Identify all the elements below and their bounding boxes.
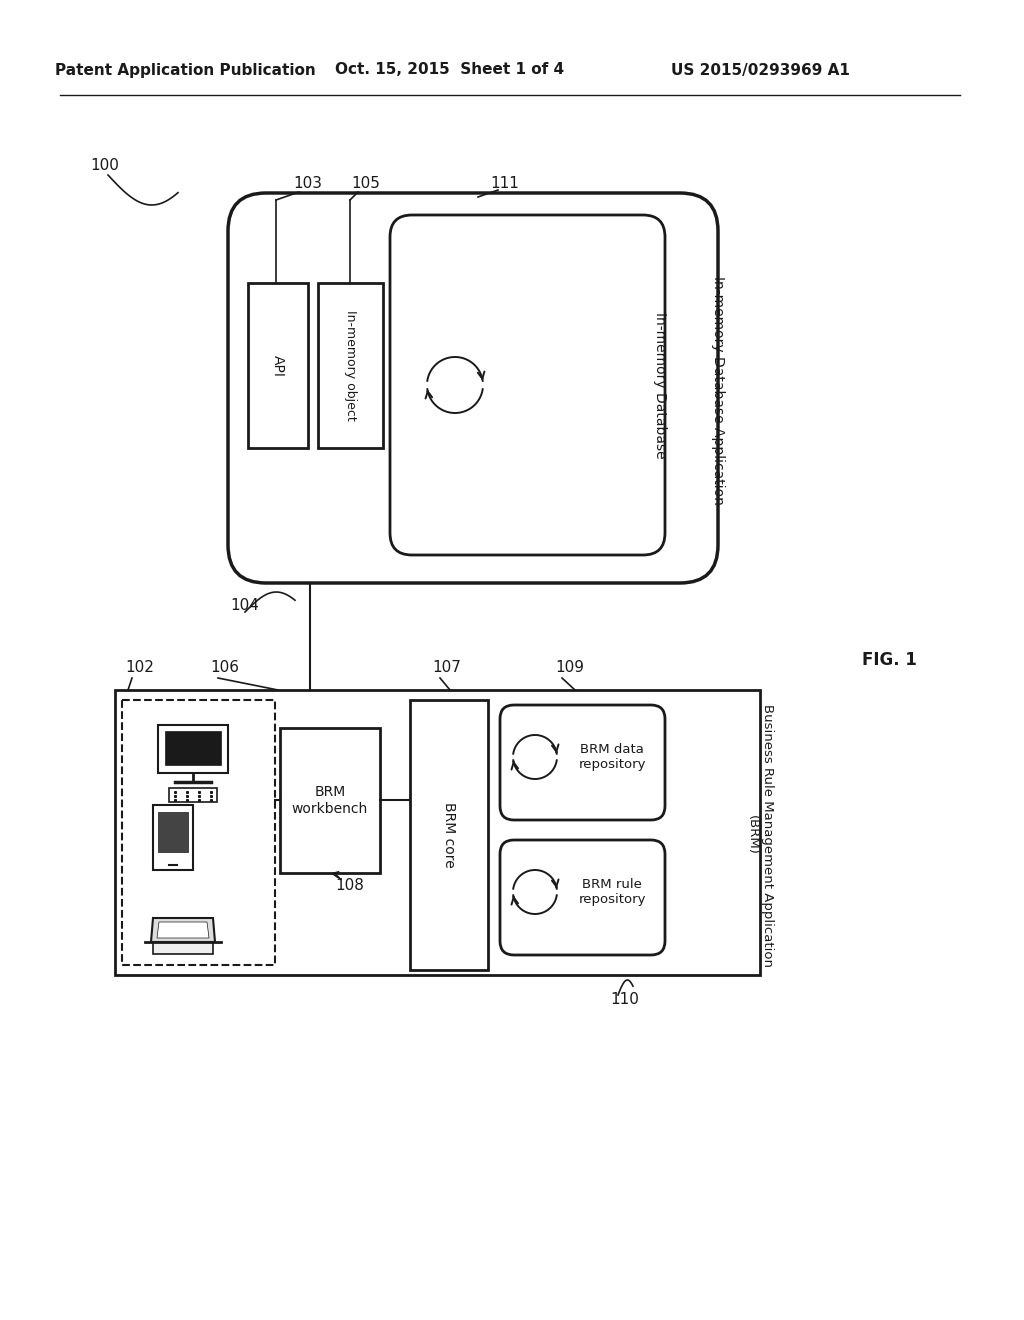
FancyBboxPatch shape xyxy=(500,705,665,820)
Text: Oct. 15, 2015  Sheet 1 of 4: Oct. 15, 2015 Sheet 1 of 4 xyxy=(336,62,564,78)
Text: In-memory object: In-memory object xyxy=(344,310,357,421)
Bar xyxy=(158,725,228,774)
Text: Business Rule Management Application
(BRM): Business Rule Management Application (BR… xyxy=(746,704,774,966)
Bar xyxy=(115,690,760,975)
Polygon shape xyxy=(151,917,215,942)
Text: 100: 100 xyxy=(90,157,119,173)
Bar xyxy=(410,700,488,970)
FancyBboxPatch shape xyxy=(228,193,718,583)
Text: In-memory Database: In-memory Database xyxy=(653,312,667,458)
Text: 103: 103 xyxy=(293,176,322,190)
Bar xyxy=(280,729,380,873)
Text: BRM rule
repository: BRM rule repository xyxy=(579,878,646,906)
Bar xyxy=(153,805,193,870)
Text: 110: 110 xyxy=(610,993,639,1007)
Bar xyxy=(158,812,188,851)
Text: 111: 111 xyxy=(490,176,519,190)
Text: API: API xyxy=(271,355,285,376)
Text: 102: 102 xyxy=(125,660,154,676)
Text: 107: 107 xyxy=(432,660,461,676)
Text: Patent Application Publication: Patent Application Publication xyxy=(54,62,315,78)
Text: FIG. 1: FIG. 1 xyxy=(862,651,916,669)
Bar xyxy=(122,700,275,965)
Text: 104: 104 xyxy=(230,598,259,612)
Text: 105: 105 xyxy=(351,176,380,190)
Text: BRM
workbench: BRM workbench xyxy=(292,785,368,816)
Text: US 2015/0293969 A1: US 2015/0293969 A1 xyxy=(671,62,850,78)
FancyBboxPatch shape xyxy=(500,840,665,954)
Bar xyxy=(318,282,383,447)
Bar xyxy=(248,282,308,447)
Text: 108: 108 xyxy=(335,878,364,892)
Text: In-memory Database Application: In-memory Database Application xyxy=(711,276,725,504)
FancyBboxPatch shape xyxy=(390,215,665,554)
Text: BRM data
repository: BRM data repository xyxy=(579,743,646,771)
Text: BRM core: BRM core xyxy=(442,803,456,867)
Bar xyxy=(153,942,213,954)
Bar xyxy=(165,731,221,766)
Polygon shape xyxy=(157,921,209,939)
Text: 109: 109 xyxy=(555,660,584,676)
Bar xyxy=(169,788,217,803)
Text: 106: 106 xyxy=(210,660,239,676)
